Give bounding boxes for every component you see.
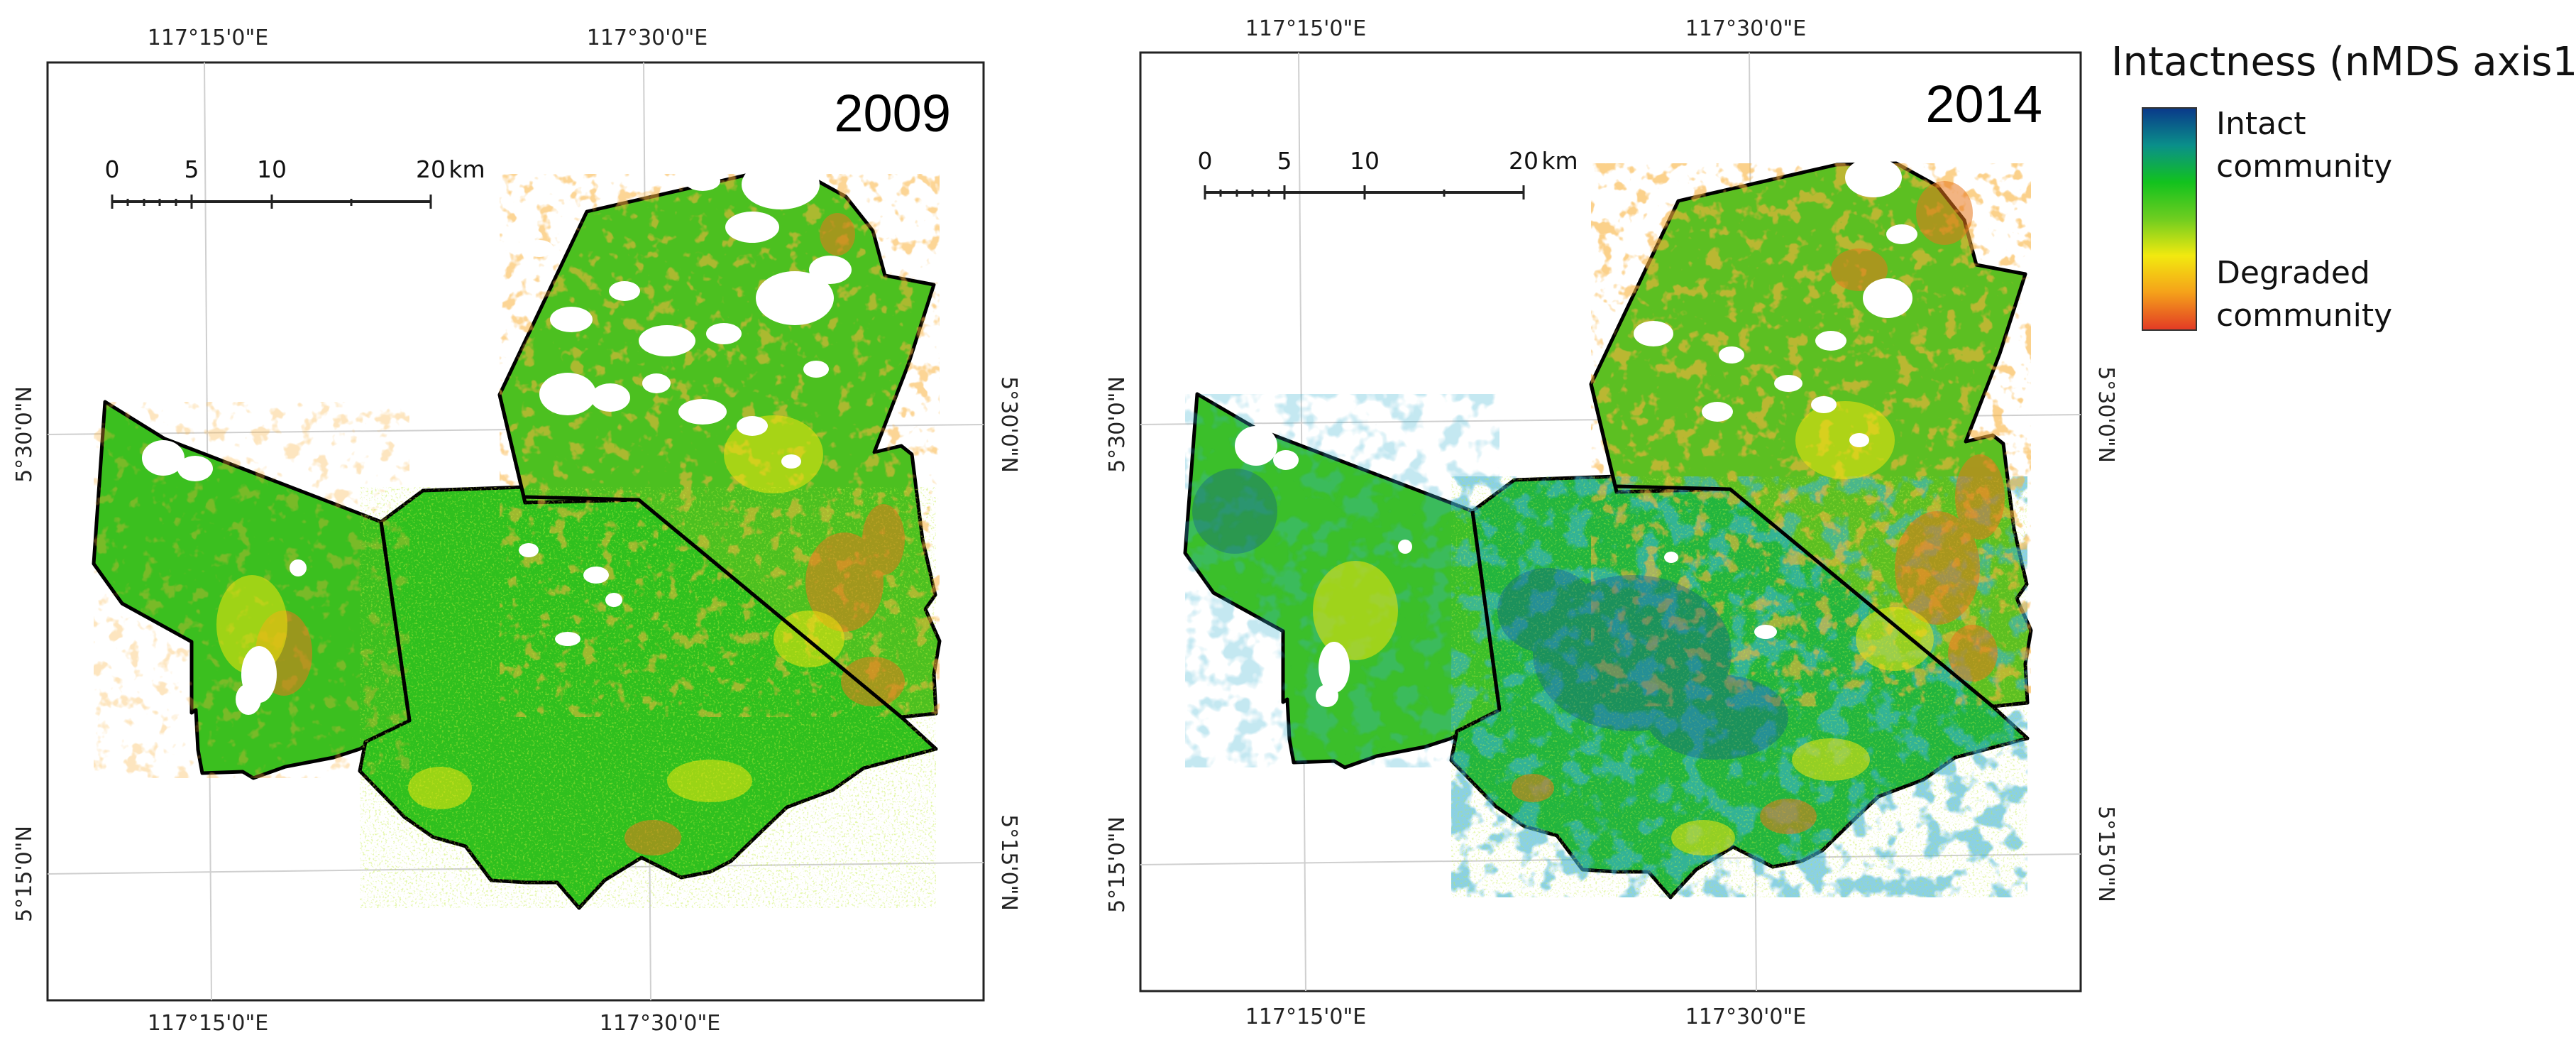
left-latitude-label: 5°30'0"N xyxy=(12,386,37,483)
scale-tick-label: 5 xyxy=(185,155,199,183)
right-latitude-label: 5°30'0"N xyxy=(2093,366,2115,463)
map-year: 2009 xyxy=(834,84,951,143)
legend-label-line: community xyxy=(2216,148,2393,185)
scale-bar: 0 5 10 20 km xyxy=(105,155,485,209)
legend: Intactness (nMDS axis1) Intact community… xyxy=(2111,39,2576,359)
no-data-gaps xyxy=(1235,158,1917,707)
map-2014: 2014 0 5 10 20 km 117°15'0"E 117°30'0"E … xyxy=(1093,0,2115,1050)
left-latitude-label: 5°15'0"N xyxy=(12,826,37,922)
left-latitude-label: 5°30'0"N xyxy=(1105,376,1130,473)
right-latitude-label: 5°30'0"N xyxy=(996,376,1021,473)
legend-label-line: community xyxy=(2216,297,2393,334)
legend-label-line: Intact xyxy=(2216,106,2306,142)
right-latitude-label: 5°15'0"N xyxy=(996,814,1021,911)
top-longitude-label: 117°30'0"E xyxy=(1685,16,1807,41)
legend-label-line: Degraded xyxy=(2216,255,2370,291)
map-2009: 2009 0 5 10 20 km 117°15'0"E 117°30'0"E … xyxy=(0,0,1022,1050)
legend-title: Intactness (nMDS axis1) xyxy=(2111,39,2576,85)
map-year: 2014 xyxy=(1925,75,2042,133)
scale-unit: km xyxy=(448,155,485,183)
scale-tick-label: 0 xyxy=(105,155,120,183)
scale-bar: 0 5 10 20 km xyxy=(1198,147,1578,199)
legend-color-ramp xyxy=(2142,107,2197,331)
left-latitude-label: 5°15'0"N xyxy=(1105,816,1130,913)
legend-label-degraded: Degraded community xyxy=(2216,252,2500,337)
bottom-longitude-label: 117°15'0"E xyxy=(1245,1005,1367,1029)
scale-tick-label: 20 xyxy=(1509,147,1539,175)
top-longitude-label: 117°30'0"E xyxy=(587,26,708,50)
scale-unit: km xyxy=(1541,147,1578,175)
bottom-longitude-label: 117°15'0"E xyxy=(148,1011,269,1036)
top-longitude-label: 117°15'0"E xyxy=(148,26,269,50)
degraded-patches xyxy=(1512,181,2005,834)
scale-tick-label: 5 xyxy=(1277,147,1292,175)
scale-tick-label: 10 xyxy=(257,155,287,183)
scale-tick-label: 20 xyxy=(416,155,446,183)
scale-tick-label: 10 xyxy=(1350,147,1380,175)
scale-tick-label: 0 xyxy=(1198,147,1213,175)
bottom-longitude-label: 117°30'0"E xyxy=(600,1011,721,1036)
top-longitude-label: 117°15'0"E xyxy=(1245,16,1367,41)
no-data-gaps xyxy=(142,160,852,715)
right-latitude-label: 5°15'0"N xyxy=(2093,806,2115,902)
legend-label-intact: Intact community xyxy=(2216,103,2500,188)
bottom-longitude-label: 117°30'0"E xyxy=(1685,1005,1807,1029)
